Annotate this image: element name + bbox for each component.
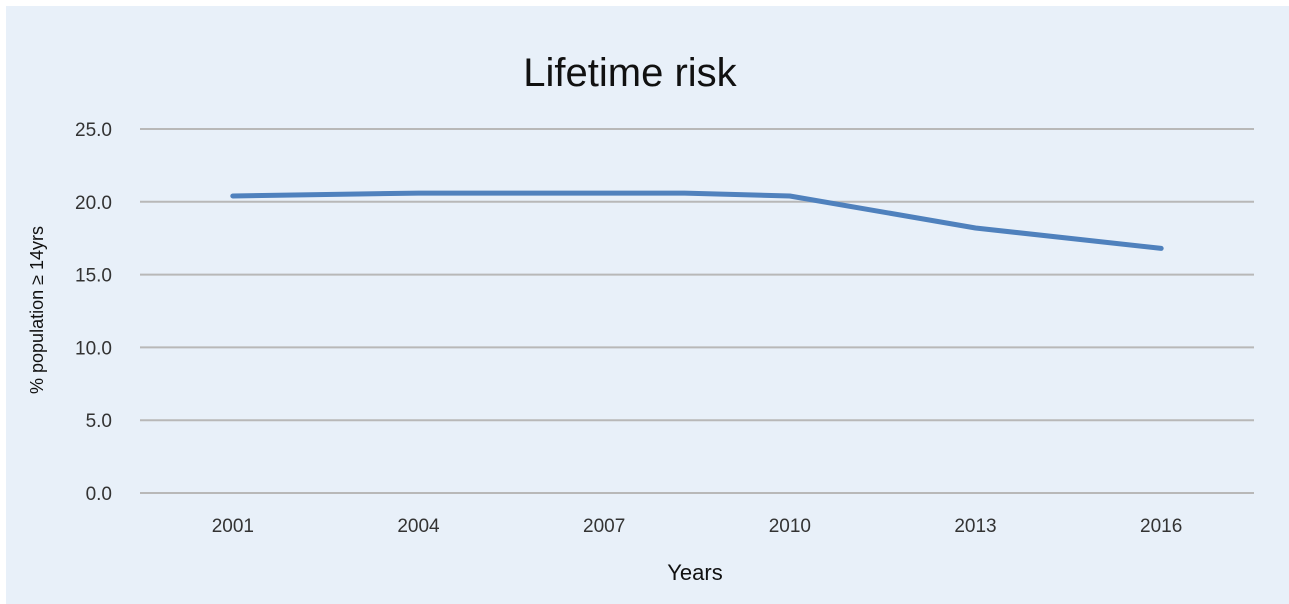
x-tick-label: 2004 — [397, 516, 440, 537]
y-axis-label: % population ≥ 14yrs — [27, 226, 47, 394]
series-line — [230, 190, 1164, 251]
x-tick-label: 2016 — [1140, 516, 1182, 537]
x-tick-label: 2001 — [212, 516, 254, 537]
gridlines — [140, 128, 1254, 494]
y-tick-label: 10.0 — [75, 338, 112, 359]
y-tick-labels: 0.0 5.0 10.0 15.0 20.0 25.0 — [75, 120, 112, 505]
y-tick-label: 0.0 — [86, 484, 112, 505]
x-tick-label: 2007 — [583, 516, 625, 537]
x-axis-label: Years — [667, 560, 722, 585]
y-tick-label: 25.0 — [75, 120, 112, 141]
chart-background — [6, 6, 1289, 604]
series-group — [230, 190, 1164, 251]
x-tick-label: 2013 — [954, 516, 996, 537]
y-tick-label: 5.0 — [86, 411, 112, 432]
y-tick-label: 15.0 — [75, 266, 112, 287]
x-tick-labels: 2001 2004 2007 2010 2013 2016 — [212, 516, 1183, 537]
y-tick-label: 20.0 — [75, 193, 112, 214]
chart-title: Lifetime risk — [523, 51, 737, 95]
x-tick-label: 2010 — [769, 516, 811, 537]
